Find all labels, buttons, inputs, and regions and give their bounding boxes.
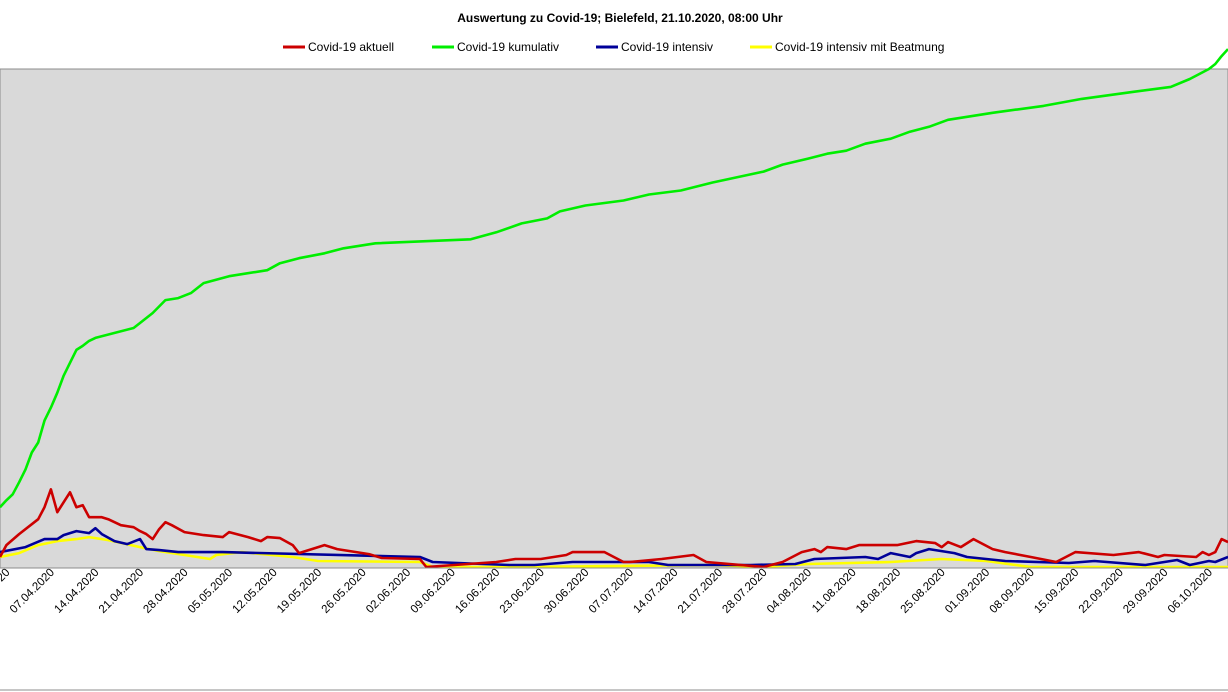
legend-label-covid-19-intensiv-mit-beatmung: Covid-19 intensiv mit Beatmung <box>775 40 944 54</box>
legend-label-covid-19-kumulativ: Covid-19 kumulativ <box>457 40 559 54</box>
x-tick-label: 28.07.2020 <box>720 567 769 616</box>
chart-title: Auswertung zu Covid-19; Bielefeld, 21.10… <box>457 11 783 25</box>
x-tick-label: 11.08.2020 <box>810 567 859 616</box>
x-tick-label: 26.05.2020 <box>320 567 369 616</box>
legend: Covid-19 aktuell Covid-19 kumulativ Covid-… <box>283 40 944 54</box>
x-tick-label: 28.04.2020 <box>141 567 190 616</box>
plot-area <box>0 68 1228 569</box>
x-tick-label: 14.07.2020 <box>631 567 680 616</box>
x-tick-labels: 31.03.202007.04.202014.04.202021.04.2020… <box>0 567 1215 616</box>
x-tick-label: 29.09.2020 <box>1121 567 1170 616</box>
x-tick-label: 18.08.2020 <box>854 567 903 616</box>
x-tick-label: 06.10.2020 <box>1166 567 1215 616</box>
legend-label-covid-19-intensiv: Covid-19 intensiv <box>621 40 713 54</box>
x-tick-label: 30.06.2020 <box>542 567 591 616</box>
series-line-covid-19-intensiv <box>0 526 1228 567</box>
legend-label-covid-19-aktuell: Covid-19 aktuell <box>308 40 394 54</box>
series-line-covid-19-intensiv-mit-beatmung <box>0 535 1228 569</box>
x-tick-label: 07.04.2020 <box>8 567 57 616</box>
x-tick-label: 21.04.2020 <box>97 567 146 616</box>
series-line-covid-19-kumulativ <box>0 48 1228 509</box>
x-tick-label: 14.04.2020 <box>52 567 101 616</box>
x-tick-label: 15.09.2020 <box>1032 567 1081 616</box>
x-tick-label: 04.08.2020 <box>765 567 814 616</box>
x-tick-label: 02.06.2020 <box>364 567 413 616</box>
x-tick-label: 01.09.2020 <box>943 567 992 616</box>
x-tick-label: 22.09.2020 <box>1077 567 1126 616</box>
x-tick-label: 09.06.2020 <box>409 567 458 616</box>
x-tick-label: 05.05.2020 <box>186 567 235 616</box>
x-tick-label: 21.07.2020 <box>676 567 725 616</box>
series-layer <box>0 48 1228 569</box>
x-tick-label: 16.06.2020 <box>453 567 502 616</box>
x-tick-label: 19.05.2020 <box>275 567 324 616</box>
x-tick-label: 07.07.2020 <box>587 567 636 616</box>
x-tick-label: 12.05.2020 <box>231 567 280 616</box>
x-tick-label: 25.08.2020 <box>899 567 948 616</box>
series-line-covid-19-aktuell <box>0 487 1228 569</box>
x-tick-label: 23.06.2020 <box>498 567 547 616</box>
x-tick-label: 08.09.2020 <box>988 567 1037 616</box>
